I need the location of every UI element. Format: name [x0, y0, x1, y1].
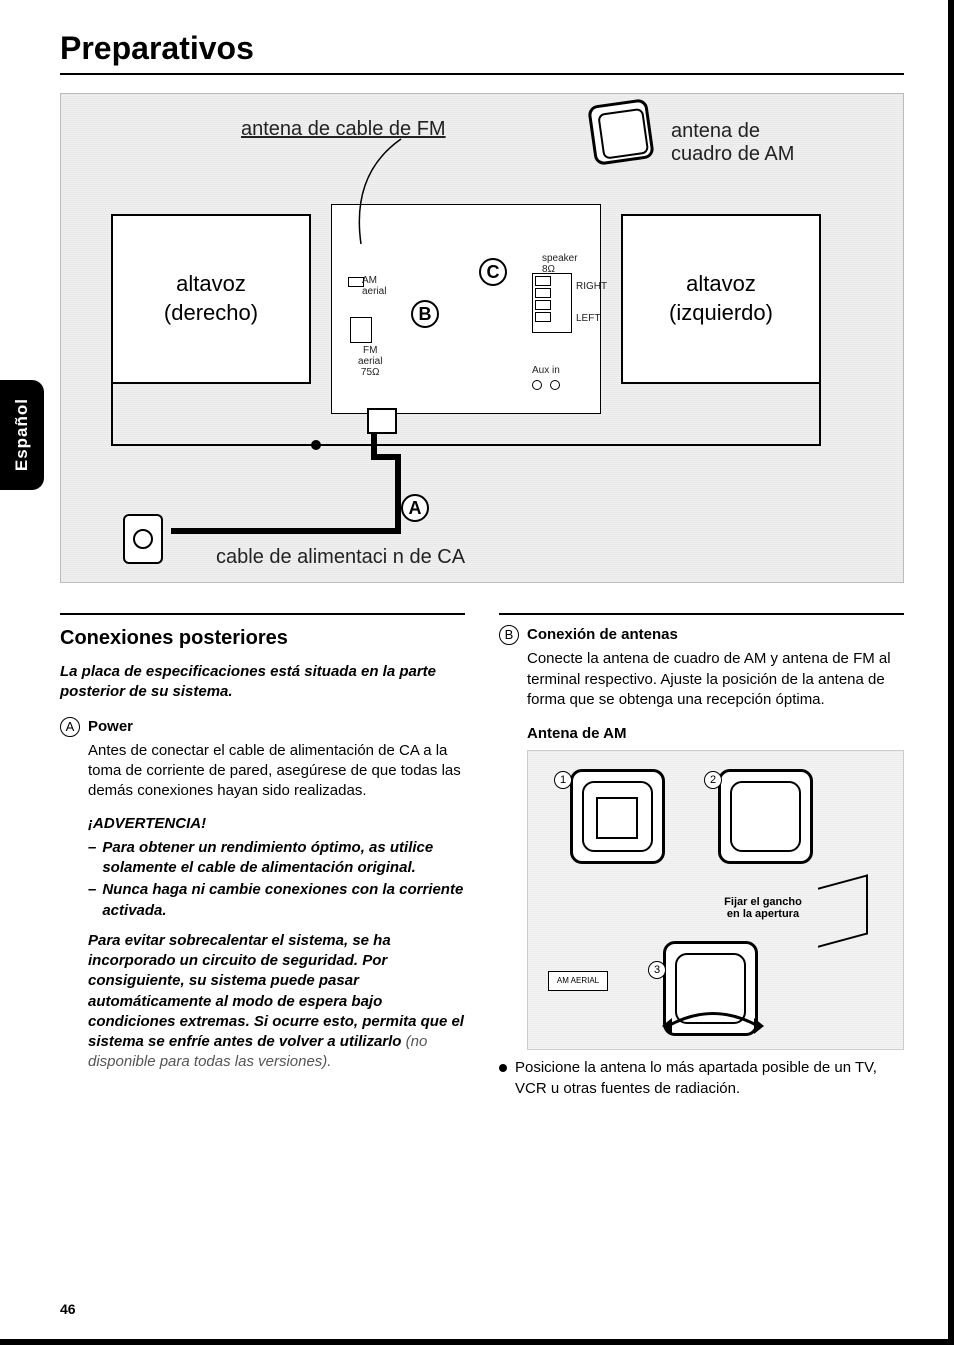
dash-1: –	[88, 838, 96, 879]
wire-sp-right-h	[599, 444, 821, 446]
page-number: 46	[60, 1301, 76, 1317]
left-speaker-box: altavoz (izquierdo)	[621, 214, 821, 384]
warning-line-1: – Para obtener un rendimiento óptimo, as…	[88, 838, 465, 879]
section-heading-connections: Conexiones posteriores	[60, 625, 465, 652]
fm-wire	[341, 134, 461, 254]
body-columns: Conexiones posteriores La placa de espec…	[60, 613, 904, 1099]
am-loop-1-base	[596, 797, 638, 839]
right-port-label: RIGHT	[576, 281, 607, 292]
wire-power-down2	[395, 454, 401, 534]
wire-sp-right-up	[819, 384, 821, 446]
am-positioning-bullet: Posicione la antena lo más apartada posi…	[499, 1058, 904, 1099]
rotate-arrows-icon	[658, 1006, 768, 1046]
am-antenna-heading: Antena de AM	[527, 724, 904, 744]
wall-socket-icon	[123, 514, 163, 564]
rule-right	[499, 613, 904, 615]
bullet-dot-icon	[499, 1064, 507, 1072]
am-antenna-figure: 1 2 Fijar el gancho en la apertura 3 AM …	[527, 750, 904, 1050]
step-b-title: Conexión de antenas	[527, 625, 678, 645]
right-column: B Conexión de antenas Conecte la antena …	[499, 613, 904, 1099]
spec-plate-note: La placa de especificaciones está situad…	[60, 662, 465, 703]
am-aerial-connector: AM AERIAL	[548, 971, 608, 991]
language-tab: Español	[0, 380, 44, 490]
wire-power-h2	[171, 528, 401, 534]
wire-speaker-main	[111, 444, 601, 446]
am-antenna-icon	[587, 98, 655, 166]
marker-a: A	[401, 494, 429, 522]
fm-port-label: FM aerial 75Ω	[358, 345, 382, 378]
language-tab-label: Español	[12, 398, 32, 471]
hook-caption: Fijar el gancho en la apertura	[708, 896, 818, 920]
warning-line-2: – Nunca haga ni cambie conexiones con la…	[88, 880, 465, 921]
aux-port-r	[550, 380, 560, 390]
scan-edge-bottom	[0, 1339, 954, 1345]
marker-c: C	[479, 258, 507, 286]
speaker-port-r-minus	[535, 288, 551, 298]
manual-page: Preparativos Español antena de cable de …	[0, 0, 954, 1345]
dash-2: –	[88, 880, 96, 921]
warning-1-text: Para obtener un rendimiento óptimo, as u…	[102, 838, 465, 879]
rule-left	[60, 613, 465, 615]
step-b-body: Conecte la antena de cuadro de AM y ante…	[527, 649, 904, 710]
speaker-port-l-plus	[535, 312, 551, 322]
speaker-ports	[532, 273, 572, 333]
warning-paragraph: Para evitar sobrecalentar el sistema, se…	[88, 931, 465, 1073]
speaker-port-r-plus	[535, 276, 551, 286]
step-a-body: Antes de conectar el cable de alimentaci…	[88, 741, 465, 802]
right-speaker-box: altavoz (derecho)	[111, 214, 311, 384]
scan-edge-right	[948, 0, 954, 1345]
am-positioning-text: Posicione la antena lo más apartada posi…	[515, 1058, 904, 1099]
connection-diagram: antena de cable de FM antena de cuadro d…	[60, 93, 904, 583]
step-b: B Conexión de antenas	[499, 625, 904, 645]
speaker-port-label: speaker 8Ω	[542, 253, 578, 275]
left-port-label: LEFT	[576, 313, 600, 324]
am-port	[348, 277, 364, 287]
step-a-marker: A	[60, 717, 80, 737]
step-a: A Power	[60, 717, 465, 737]
wire-sp-left-up	[111, 384, 113, 444]
left-column: Conexiones posteriores La placa de espec…	[60, 613, 465, 1099]
marker-b: B	[411, 300, 439, 328]
warning-block: ¡ADVERTENCIA! – Para obtener un rendimie…	[88, 814, 465, 1073]
hook-bracket-icon	[818, 875, 868, 948]
aux-label: Aux in	[532, 365, 560, 376]
fm-port	[350, 317, 372, 343]
am-loop-2-inner	[730, 781, 801, 852]
step-a-title: Power	[88, 717, 133, 737]
power-cable-label: cable de alimentaci n de CA	[216, 546, 465, 569]
speaker-port-l-minus	[535, 300, 551, 310]
warning-2-text: Nunca haga ni cambie conexiones con la c…	[102, 880, 465, 921]
am-port-label: AM aerial	[362, 275, 386, 297]
step-b-marker: B	[499, 625, 519, 645]
power-plug-icon	[367, 408, 397, 434]
junction-dot	[311, 440, 321, 450]
page-title: Preparativos	[60, 30, 904, 75]
aux-port-l	[532, 380, 542, 390]
am-antenna-label: antena de cuadro de AM	[671, 120, 794, 166]
warning-heading: ¡ADVERTENCIA!	[88, 814, 465, 834]
